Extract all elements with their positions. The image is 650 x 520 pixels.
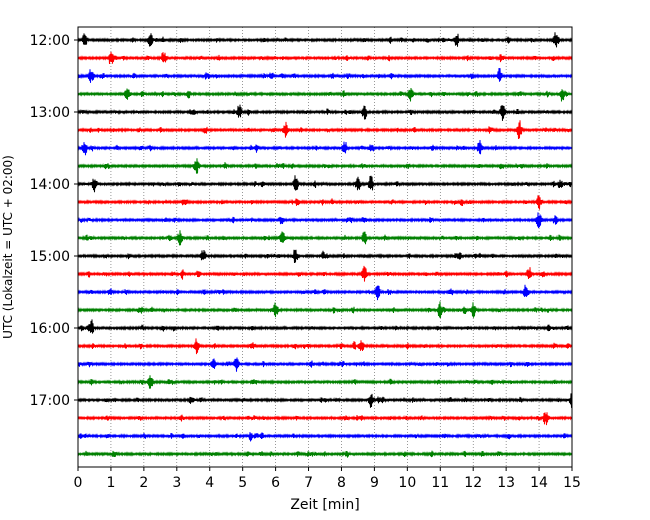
trace-1245 [77, 87, 573, 102]
y-tick-label: 13:00 [30, 105, 70, 121]
x-tick-label: 6 [271, 475, 280, 491]
trace-1300 [77, 104, 573, 121]
x-tick-label: 11 [431, 475, 449, 491]
x-tick-label: 5 [238, 475, 247, 491]
trace-1615 [77, 338, 573, 355]
x-tick-label: 0 [74, 475, 83, 491]
y-tick-label: 17:00 [30, 393, 70, 409]
trace-1215 [77, 51, 573, 64]
trace-1745 [77, 450, 573, 458]
trace-1230 [77, 68, 573, 83]
x-axis: 0 1 2 3 4 5 6 7 8 9 10 11 12 13 14 15 [74, 467, 581, 491]
x-tick-label: 9 [370, 475, 379, 491]
x-tick-label: 7 [304, 475, 313, 491]
trace-1430 [77, 212, 573, 228]
trace-1445 [77, 230, 573, 246]
x-tick-label: 1 [106, 475, 115, 491]
x-tick-label: 2 [139, 475, 148, 491]
trace-1500 [77, 249, 573, 264]
x-tick-label: 12 [464, 475, 482, 491]
trace-1715 [77, 412, 573, 426]
y-tick-label: 14:00 [30, 177, 70, 193]
y-tick-label: 15:00 [30, 249, 70, 265]
trace-1200 [77, 32, 573, 48]
grid-lines [110, 27, 540, 467]
trace-1630 [77, 357, 573, 372]
x-axis-label: Zeit [min] [290, 497, 359, 513]
trace-1530 [77, 284, 573, 301]
y-tick-label: 16:00 [30, 321, 70, 337]
trace-1515 [77, 265, 573, 282]
y-axis-label: UTC (Lokalzeit = UTC + 02:00) [1, 155, 15, 339]
trace-1545 [77, 301, 573, 319]
trace-series-group [77, 32, 573, 458]
trace-1600 [77, 319, 573, 334]
trace-1700 [77, 393, 573, 408]
x-tick-label: 14 [530, 475, 548, 491]
trace-1345 [77, 158, 573, 174]
x-tick-label: 8 [337, 475, 346, 491]
plot-frame [77, 26, 573, 468]
trace-1400 [77, 175, 573, 193]
x-tick-label: 3 [172, 475, 181, 491]
trace-1315 [77, 120, 573, 139]
trace-1645 [77, 375, 573, 389]
y-tick-label: 12:00 [30, 33, 70, 49]
trace-1730 [77, 432, 573, 442]
trace-1330 [77, 140, 573, 156]
x-tick-label: 10 [398, 475, 416, 491]
y-axis: 12:00 13:00 14:00 15:00 16:00 17:00 [30, 33, 78, 409]
trace-1415 [77, 195, 573, 210]
x-tick-label: 4 [205, 475, 214, 491]
x-tick-label: 13 [497, 475, 515, 491]
x-tick-label: 15 [563, 475, 581, 491]
